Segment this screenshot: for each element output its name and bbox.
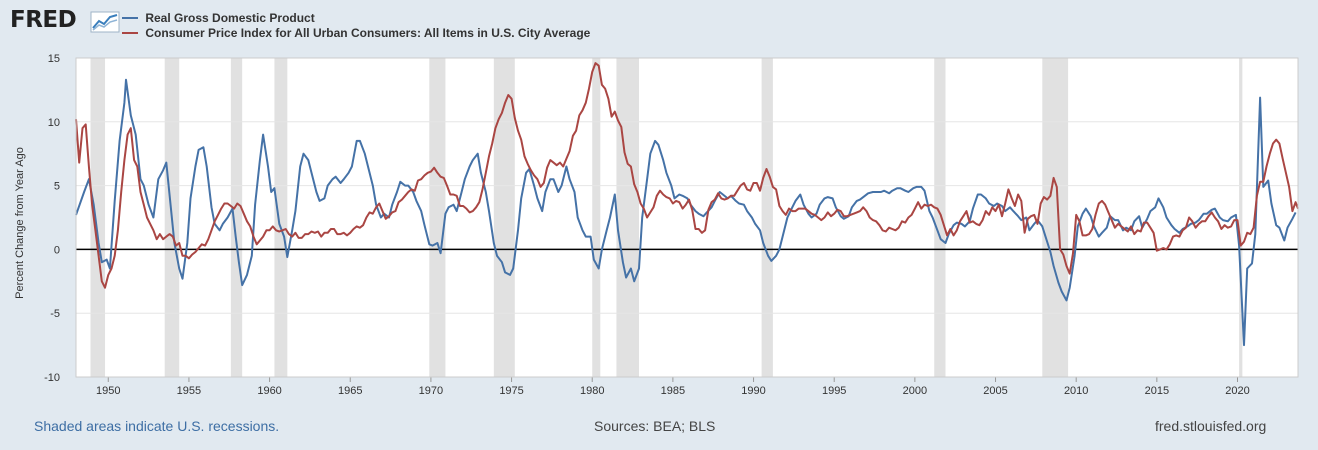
y-tick-label: -5: [50, 308, 60, 320]
legend-swatch-gdp: [122, 16, 138, 19]
x-tick-label: 2010: [1064, 385, 1088, 397]
legend-label-gdp: Real Gross Domestic Product: [145, 11, 315, 25]
legend-label-cpi: Consumer Price Index for All Urban Consu…: [145, 26, 591, 40]
site-url: fred.stlouisfed.org: [1155, 418, 1267, 434]
x-tick-label: 1995: [822, 385, 846, 397]
x-tick-label: 2000: [903, 385, 927, 397]
x-tick-label: 1955: [177, 385, 201, 397]
recession-band-5: [493, 58, 515, 377]
legend-item-cpi[interactable]: Consumer Price Index for All Urban Consu…: [122, 26, 590, 40]
recession-band-2: [230, 58, 243, 377]
recession-band-6: [592, 58, 601, 377]
x-tick-label: 2015: [1145, 385, 1169, 397]
plot-area: [76, 58, 1298, 377]
x-tick-label: 1990: [741, 385, 765, 397]
y-axis-label: Percent Change from Year Ago: [14, 147, 26, 299]
recession-band-7: [616, 58, 640, 377]
recession-band-0: [90, 58, 106, 377]
logo-text: FRED: [10, 7, 77, 33]
x-tick-label: 1975: [499, 385, 523, 397]
x-tick-label: 1950: [96, 385, 120, 397]
legend-swatch-cpi: [122, 31, 138, 34]
recession-band-8: [761, 58, 773, 377]
recession-band-3: [274, 58, 288, 377]
chart-line-icon: [90, 11, 120, 33]
recession-band-9: [934, 58, 946, 377]
x-tick-label: 1980: [580, 385, 604, 397]
plot-border: [75, 57, 1299, 378]
recession-band-10: [1042, 58, 1069, 377]
line-chart[interactable]: 15 10 5 0 -5 -10 1950 1955 1960 1965 1970 1975 1980 1…: [0, 0, 1318, 410]
x-tick-label: 1985: [661, 385, 685, 397]
fred-logo[interactable]: FRED: [10, 6, 120, 34]
sources-text: Sources: BEA; BLS: [594, 418, 716, 434]
x-tick-label: 2020: [1225, 385, 1249, 397]
series-line-cpi[interactable]: [75, 62, 1299, 289]
x-tick-label: 1960: [257, 385, 281, 397]
y-tick-label: 15: [48, 53, 60, 65]
recession-band-11: [1239, 58, 1243, 377]
y-tick-label: 10: [48, 117, 60, 129]
x-tick-label: 2005: [983, 385, 1007, 397]
recession-note-link[interactable]: Shaded areas indicate U.S. recessions.: [34, 418, 280, 434]
x-tick-label: 1965: [338, 385, 362, 397]
x-tick-label: 1970: [419, 385, 443, 397]
y-tick-label: 0: [54, 244, 60, 256]
y-tick-label: 5: [54, 181, 60, 193]
legend-item-gdp[interactable]: Real Gross Domestic Product: [122, 11, 315, 25]
y-tick-label: -10: [44, 372, 60, 384]
recession-band-4: [429, 58, 446, 377]
